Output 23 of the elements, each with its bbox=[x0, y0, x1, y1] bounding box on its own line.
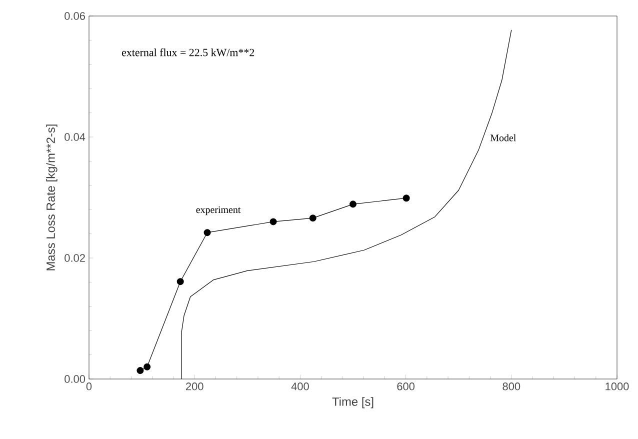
point bbox=[176, 278, 184, 286]
x-tick-label: 600 bbox=[397, 382, 415, 390]
x-tick-label: 400 bbox=[291, 382, 309, 390]
y-tick-label: 0.02 bbox=[64, 254, 85, 262]
x-tick-label: 1000 bbox=[606, 382, 629, 390]
point bbox=[204, 229, 211, 236]
x-tick-label: 0 bbox=[86, 382, 92, 390]
point bbox=[402, 194, 410, 202]
y-tick-label: 0.00 bbox=[64, 375, 86, 383]
point bbox=[144, 363, 151, 370]
point bbox=[309, 214, 316, 222]
y-axis-title: Mass Loss Rate [kg/m**2-s] bbox=[46, 124, 58, 270]
x-axis-title: Time [s] bbox=[332, 397, 374, 408]
series-label: experiment bbox=[196, 206, 241, 216]
point bbox=[350, 200, 356, 208]
series-label: Model bbox=[490, 134, 516, 142]
point bbox=[136, 367, 144, 374]
x-tick-label: 800 bbox=[502, 382, 520, 390]
x-tick-label: 200 bbox=[186, 382, 204, 390]
point bbox=[270, 218, 277, 226]
y-tick-label: 0.04 bbox=[64, 133, 86, 141]
y-tick-label: 0.06 bbox=[64, 12, 85, 20]
annotation: external flux = 22.5 kW/m**2 bbox=[122, 48, 254, 56]
